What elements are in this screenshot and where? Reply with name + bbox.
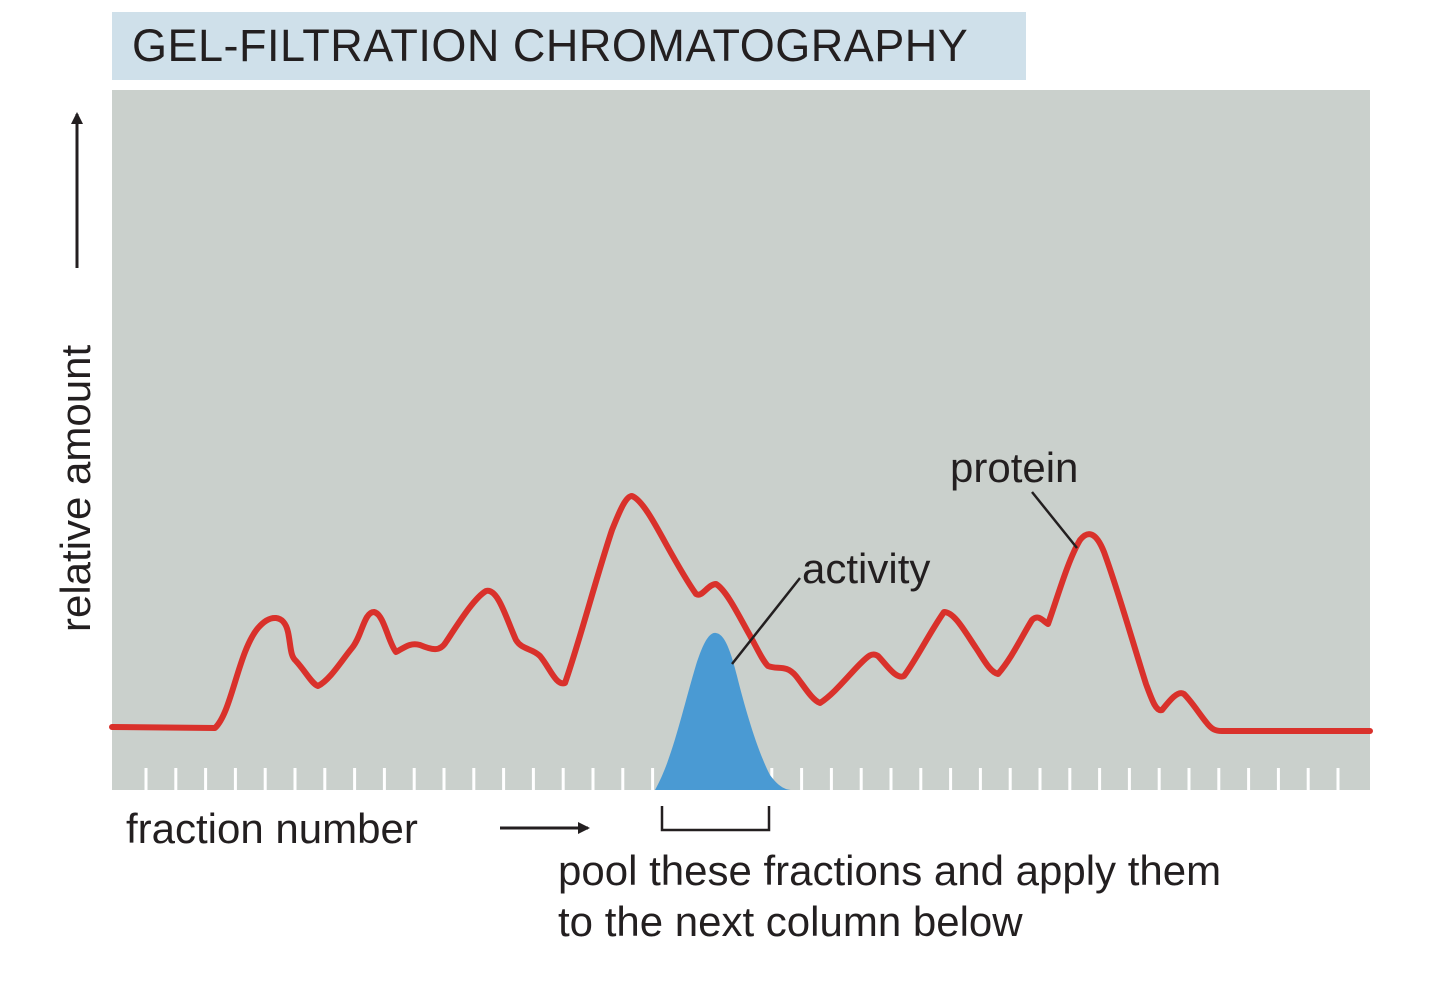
protein-leader-line — [1031, 491, 1078, 549]
protein-label: protein — [950, 444, 1078, 491]
pool-note-line1: pool these fractions and apply them — [558, 847, 1221, 894]
protein-curve — [109, 493, 1373, 734]
page-title: GEL-FILTRATION CHROMATOGRAPHY — [132, 20, 969, 71]
title-banner: GEL-FILTRATION CHROMATOGRAPHY — [112, 12, 1026, 80]
plot-panel — [112, 90, 1370, 790]
y-axis-label: relative amount — [52, 345, 99, 632]
x-axis-label: fraction number — [126, 805, 418, 852]
activity-peak — [655, 632, 792, 790]
pool-bracket — [660, 806, 771, 832]
activity-leader-line — [731, 577, 801, 665]
activity-label: activity — [802, 545, 930, 592]
pool-note-line2: to the next column below — [558, 898, 1023, 945]
